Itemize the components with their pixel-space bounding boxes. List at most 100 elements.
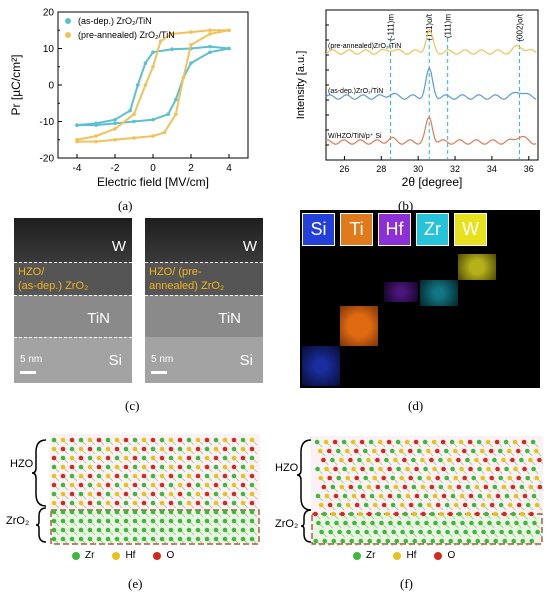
data-point xyxy=(189,43,193,47)
atom xyxy=(195,509,201,515)
atom xyxy=(408,502,414,508)
atom xyxy=(434,448,440,454)
atom xyxy=(501,484,507,490)
x-axis-label: Electric field [MV/cm] xyxy=(97,175,209,189)
atom xyxy=(388,520,393,526)
atom xyxy=(358,538,364,544)
atom xyxy=(123,527,129,533)
pe-loop-chart: -4 -2 0 2 4 -20 -10 0 10 20 Electric field [MV/cm]… xyxy=(0,0,270,195)
atom xyxy=(51,491,57,497)
y-tick-label: 20 xyxy=(43,8,55,19)
atom xyxy=(213,500,219,506)
atom xyxy=(525,475,530,481)
data-point xyxy=(181,75,186,80)
atom xyxy=(349,538,355,544)
atom xyxy=(484,538,490,544)
atom xyxy=(336,502,342,508)
atom xyxy=(87,482,93,488)
atom xyxy=(150,455,156,461)
atom xyxy=(516,502,522,508)
atom xyxy=(511,511,516,517)
atom xyxy=(440,439,446,445)
x-tick-label: -4 xyxy=(73,163,82,174)
atom xyxy=(372,502,378,508)
atom xyxy=(159,509,165,515)
atom xyxy=(342,466,347,472)
atom-legend: Zr Hf O xyxy=(353,550,455,561)
data-point xyxy=(151,117,155,122)
atom xyxy=(438,457,443,463)
atom xyxy=(141,446,147,452)
atom xyxy=(522,493,528,499)
atom xyxy=(462,502,468,508)
xrd-chart: 26 28 30 32 34 36 2θ [degree] Intensity [a.u.] (… xyxy=(290,0,550,195)
atom xyxy=(402,484,408,490)
interface-line xyxy=(14,337,132,338)
atom xyxy=(114,509,120,515)
atom xyxy=(204,464,210,470)
legend-o: O xyxy=(153,550,174,561)
lattice-group xyxy=(50,434,260,545)
atom xyxy=(361,520,366,526)
atom xyxy=(529,511,534,517)
atom xyxy=(222,500,228,506)
peak-label: (111)m xyxy=(444,14,453,38)
atom xyxy=(186,464,192,470)
atom xyxy=(96,527,102,533)
atom xyxy=(204,491,210,497)
peak-label: (111)o/t xyxy=(425,13,434,40)
atom xyxy=(519,457,524,463)
atom xyxy=(222,464,228,470)
atom xyxy=(132,473,138,479)
atom xyxy=(489,502,495,508)
atom xyxy=(60,527,66,533)
panel-label-e: (e) xyxy=(128,576,143,591)
atom xyxy=(358,511,363,517)
atom xyxy=(514,520,519,526)
atom xyxy=(213,464,219,470)
y-tick-label: -10 xyxy=(40,117,55,128)
atom xyxy=(349,511,354,517)
eds-hf-map xyxy=(384,282,418,302)
atom xyxy=(159,527,165,533)
data-point xyxy=(170,47,174,52)
atom xyxy=(399,475,404,481)
atom xyxy=(213,527,219,533)
atom xyxy=(470,448,476,454)
atom xyxy=(479,448,485,454)
xrd-trace-2 xyxy=(325,115,537,145)
atom xyxy=(363,475,368,481)
atom xyxy=(123,482,129,488)
atom xyxy=(195,464,201,470)
atom xyxy=(510,484,516,490)
atom xyxy=(354,475,359,481)
atom xyxy=(132,509,138,515)
atom xyxy=(87,446,93,452)
atom xyxy=(371,448,377,454)
tem-tin-region xyxy=(145,295,263,337)
atom xyxy=(453,475,458,481)
legend-text: O xyxy=(447,550,456,561)
eds-tile-w: W xyxy=(454,213,487,246)
atom xyxy=(531,466,536,472)
atom xyxy=(177,500,183,506)
interface-line xyxy=(145,295,263,296)
atom xyxy=(417,475,422,481)
atom xyxy=(506,448,512,454)
legend-text: Hf xyxy=(125,550,136,561)
atom xyxy=(373,529,378,535)
atom xyxy=(511,538,517,544)
tem-label-si: Si xyxy=(108,352,122,369)
atom xyxy=(141,455,147,461)
atom xyxy=(444,475,449,481)
atom xyxy=(366,484,372,490)
data-point xyxy=(174,112,178,116)
atom xyxy=(159,437,165,443)
atom xyxy=(51,536,57,542)
atom xyxy=(168,437,174,443)
atom xyxy=(159,491,165,497)
legend-entry: (pre-annealed) ZrO₂/TiN xyxy=(78,30,175,40)
atom xyxy=(240,509,246,515)
data-point xyxy=(189,30,193,34)
atom xyxy=(249,527,255,533)
